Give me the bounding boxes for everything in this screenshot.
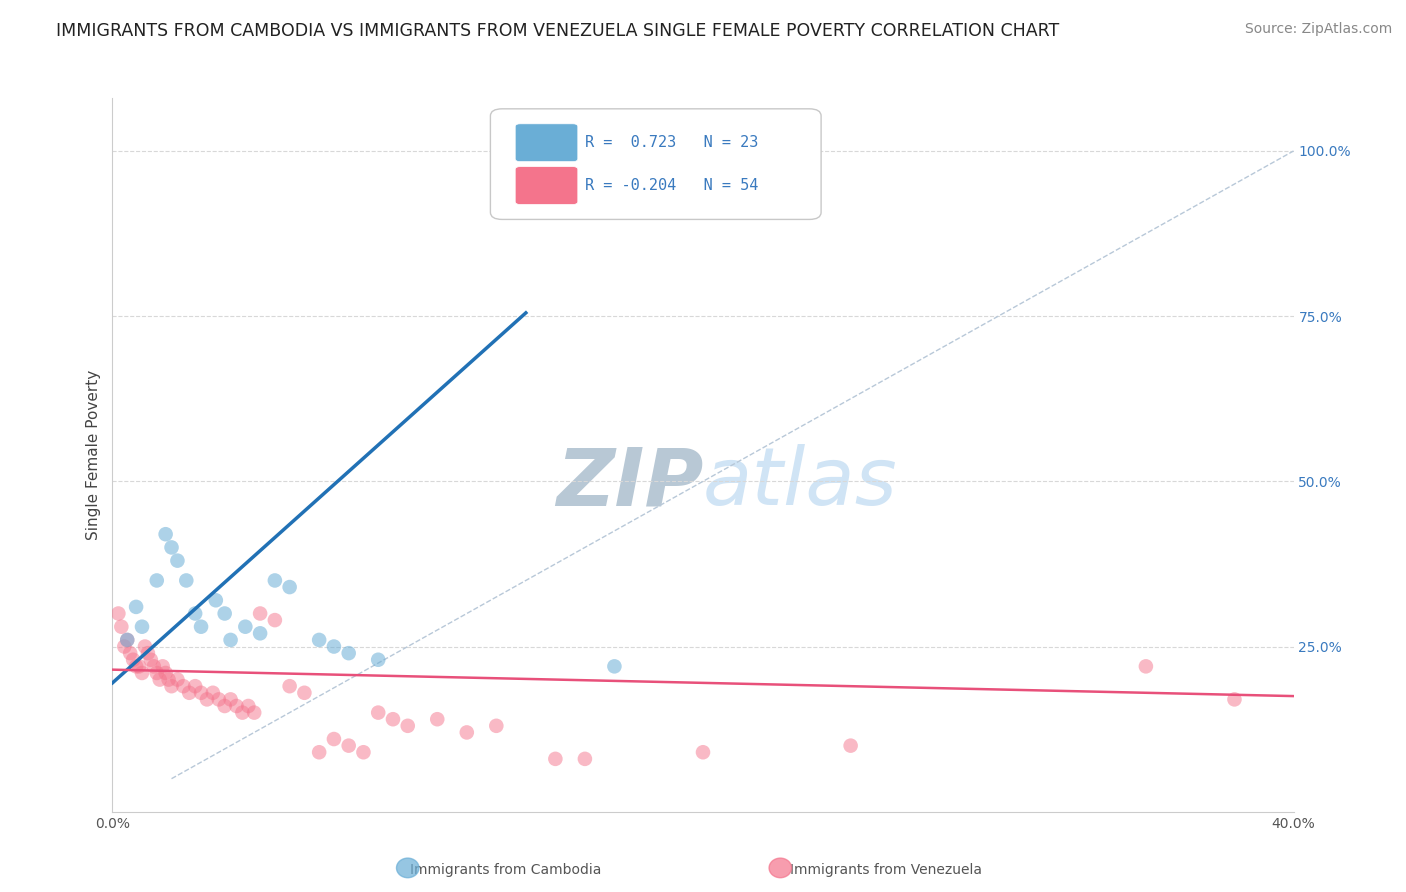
Point xyxy=(337,646,360,660)
Point xyxy=(134,640,156,654)
Point xyxy=(308,745,330,759)
Point xyxy=(174,574,197,588)
Text: atlas: atlas xyxy=(703,444,898,523)
Text: Source: ZipAtlas.com: Source: ZipAtlas.com xyxy=(1244,22,1392,37)
Point xyxy=(308,632,330,647)
Point xyxy=(485,719,508,733)
Point xyxy=(603,659,626,673)
Point xyxy=(208,692,231,706)
Point xyxy=(337,739,360,753)
Point xyxy=(264,613,287,627)
Point xyxy=(112,640,135,654)
Point xyxy=(214,607,236,621)
Point xyxy=(264,574,287,588)
Point xyxy=(125,599,148,614)
Point xyxy=(179,686,201,700)
Point xyxy=(142,659,165,673)
Point xyxy=(1135,659,1157,673)
Point xyxy=(238,698,260,713)
Point xyxy=(166,554,188,568)
Point xyxy=(249,626,271,640)
Point xyxy=(122,653,145,667)
Point xyxy=(110,620,132,634)
Point xyxy=(166,673,188,687)
Point xyxy=(225,698,247,713)
Point xyxy=(231,706,253,720)
Point xyxy=(219,692,242,706)
Text: Immigrants from Venezuela: Immigrants from Venezuela xyxy=(790,863,981,877)
Point xyxy=(131,665,153,680)
Point xyxy=(382,712,405,726)
Point xyxy=(249,607,271,621)
Point xyxy=(190,686,212,700)
Point xyxy=(172,679,194,693)
Text: R = -0.204   N = 54: R = -0.204 N = 54 xyxy=(585,178,758,193)
Point xyxy=(352,745,374,759)
Point xyxy=(117,632,138,647)
Point xyxy=(233,620,256,634)
Y-axis label: Single Female Poverty: Single Female Poverty xyxy=(86,370,101,540)
Point xyxy=(184,607,207,621)
Point xyxy=(160,679,183,693)
Point xyxy=(155,665,177,680)
Point xyxy=(155,527,177,541)
Point xyxy=(214,698,236,713)
Point xyxy=(367,706,389,720)
Point xyxy=(219,632,242,647)
Point xyxy=(131,620,153,634)
Text: Immigrants from Cambodia: Immigrants from Cambodia xyxy=(411,863,602,877)
Point xyxy=(146,574,169,588)
FancyBboxPatch shape xyxy=(515,167,578,204)
Point xyxy=(544,752,567,766)
Point xyxy=(456,725,478,739)
Point xyxy=(139,653,162,667)
Point xyxy=(146,665,169,680)
FancyBboxPatch shape xyxy=(491,109,821,219)
Point xyxy=(107,607,129,621)
Point xyxy=(278,580,301,594)
Point xyxy=(278,679,301,693)
Text: ZIP: ZIP xyxy=(555,444,703,523)
Point xyxy=(160,541,183,555)
Point xyxy=(195,692,218,706)
Point xyxy=(157,673,180,687)
Point xyxy=(367,653,389,667)
Point xyxy=(136,646,159,660)
Point xyxy=(149,673,172,687)
Point xyxy=(243,706,266,720)
Point xyxy=(152,659,174,673)
Text: R =  0.723   N = 23: R = 0.723 N = 23 xyxy=(585,135,758,150)
Point xyxy=(128,659,150,673)
Text: IMMIGRANTS FROM CAMBODIA VS IMMIGRANTS FROM VENEZUELA SINGLE FEMALE POVERTY CORR: IMMIGRANTS FROM CAMBODIA VS IMMIGRANTS F… xyxy=(56,22,1060,40)
Point xyxy=(184,679,207,693)
Point xyxy=(190,620,212,634)
Point xyxy=(1223,692,1246,706)
Point xyxy=(426,712,449,726)
Point xyxy=(292,686,315,700)
Point xyxy=(205,593,228,607)
Point xyxy=(839,739,862,753)
Point xyxy=(201,686,224,700)
Point xyxy=(574,752,596,766)
FancyBboxPatch shape xyxy=(515,124,578,161)
Point xyxy=(117,632,138,647)
Point xyxy=(323,732,346,747)
Point xyxy=(692,745,714,759)
Point xyxy=(125,659,148,673)
Point xyxy=(120,646,142,660)
Point xyxy=(323,640,346,654)
Point xyxy=(396,719,419,733)
